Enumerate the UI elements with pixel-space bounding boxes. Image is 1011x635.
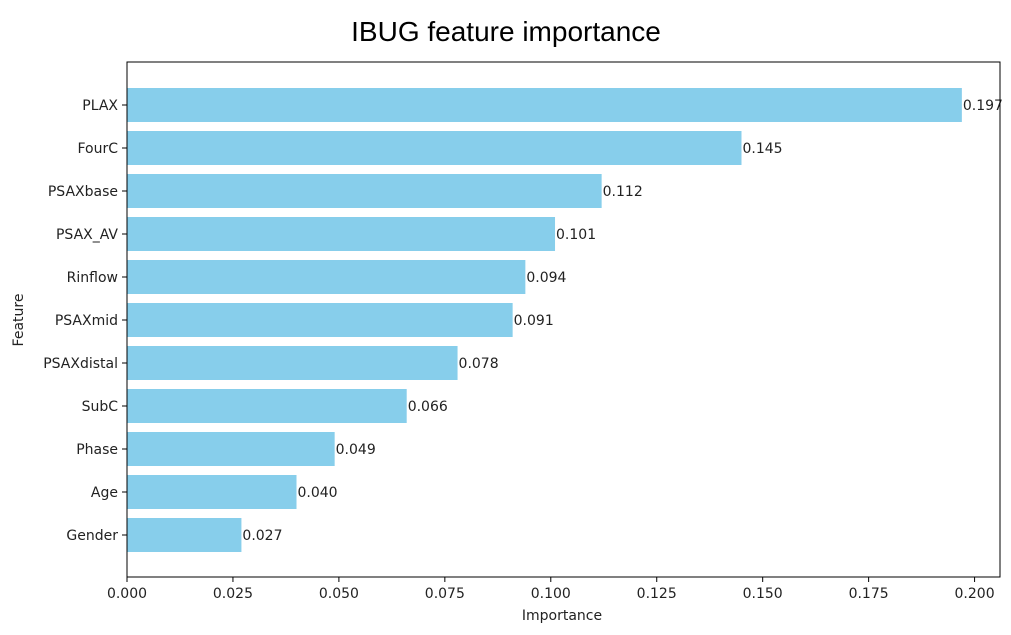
- bar-value-label: 0.066: [408, 399, 448, 415]
- x-tick-label: 0.000: [107, 586, 147, 602]
- bar-value-label: 0.094: [526, 270, 566, 286]
- bar-psaxmid: [127, 303, 513, 337]
- bar-rinflow: [127, 260, 526, 294]
- y-tick-label: PLAX: [82, 98, 118, 114]
- bar-age: [127, 475, 297, 509]
- bar-fourc: [127, 131, 742, 165]
- bar-psaxbase: [127, 174, 602, 208]
- plot-area: 0.000 0.025 0.050 0.075 0.100 0.125 0.150 0.175…: [43, 88, 1003, 602]
- x-tick-label: 0.050: [319, 586, 359, 602]
- bar-plax: [127, 88, 962, 122]
- bar-value-label: 0.040: [298, 485, 338, 501]
- bar-value-label: 0.027: [242, 528, 282, 544]
- chart-title: IBUG feature importance: [351, 16, 661, 47]
- bar-value-label: 0.197: [963, 98, 1003, 114]
- bar-value-label: 0.091: [514, 313, 554, 329]
- x-tick-label: 0.175: [849, 586, 889, 602]
- x-tick-label: 0.200: [955, 586, 995, 602]
- y-tick-label: Rinflow: [67, 270, 118, 286]
- bar-value-label: 0.112: [603, 184, 643, 200]
- y-tick-label: FourC: [77, 141, 118, 157]
- y-tick-label: PSAXbase: [48, 184, 118, 200]
- x-tick-label: 0.075: [425, 586, 465, 602]
- y-axis-label: Feature: [11, 294, 27, 347]
- bar-psax_av: [127, 217, 556, 251]
- bar-gender: [127, 518, 242, 552]
- bar-phase: [127, 432, 335, 466]
- y-tick-label: SubC: [82, 399, 119, 415]
- bar-value-label: 0.049: [336, 442, 376, 458]
- x-tick-label: 0.150: [743, 586, 783, 602]
- x-tick-label: 0.125: [637, 586, 677, 602]
- bar-psaxdistal: [127, 346, 458, 380]
- bar-value-label: 0.078: [459, 356, 499, 372]
- x-tick-label: 0.025: [213, 586, 253, 602]
- plot-frame: [126, 61, 1001, 578]
- x-tick-label: 0.100: [531, 586, 571, 602]
- y-tick-label: Phase: [76, 442, 118, 458]
- bar-value-label: 0.145: [742, 141, 782, 157]
- y-tick-label: Age: [91, 485, 118, 501]
- y-tick-label: Gender: [66, 528, 118, 544]
- y-tick-label: PSAX_AV: [56, 227, 118, 243]
- y-tick-label: PSAXdistal: [43, 356, 118, 372]
- bar-value-label: 0.101: [556, 227, 596, 243]
- bar-subc: [127, 389, 407, 423]
- x-axis-label: Importance: [522, 608, 602, 624]
- y-tick-label: PSAXmid: [55, 313, 118, 329]
